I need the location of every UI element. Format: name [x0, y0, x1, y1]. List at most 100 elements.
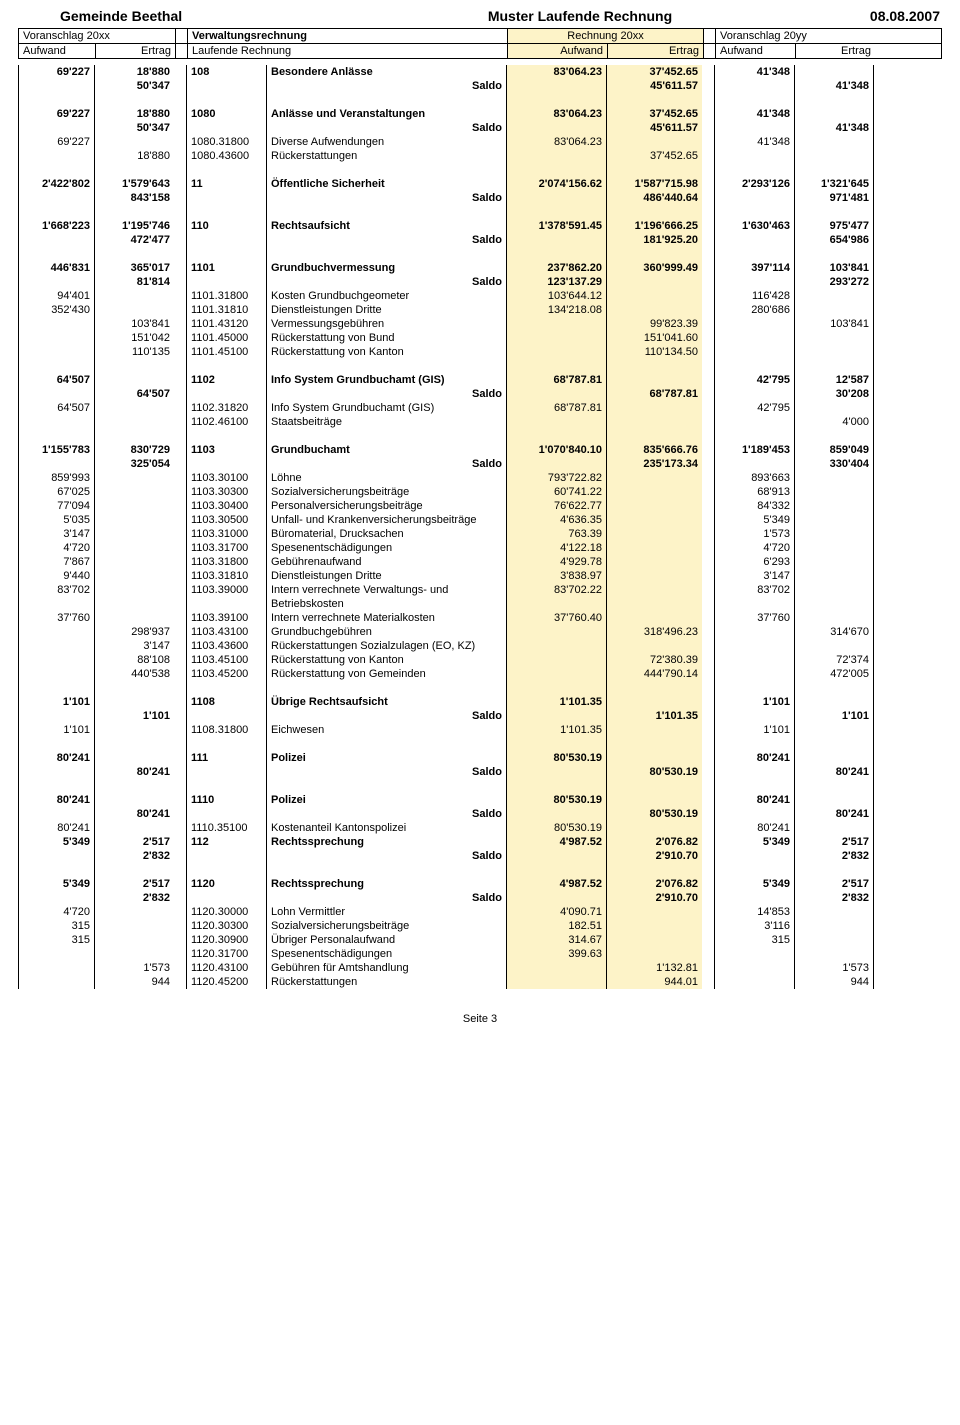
- cell-c1: [18, 709, 94, 723]
- cell-c5: [266, 93, 506, 107]
- table-row: 1'1011108.31800Eichwesen1'101.351'101: [18, 723, 942, 737]
- cell-c3: [174, 975, 186, 989]
- table-row: 69'22718'880108Besondere Anlässe83'064.2…: [18, 65, 942, 79]
- table-row: [18, 779, 942, 793]
- cell-c2: [94, 373, 174, 387]
- cell-c3: [174, 639, 186, 653]
- table-row: 64'507Saldo68'787.8130'208: [18, 387, 942, 401]
- cell-c7: [606, 247, 702, 261]
- cell-c6: [506, 415, 606, 429]
- cell-c1: [18, 961, 94, 975]
- cell-c8: [702, 275, 714, 289]
- cell-c3: [174, 387, 186, 401]
- cell-c2: 81'814: [94, 275, 174, 289]
- cell-c5: Saldo: [266, 79, 506, 93]
- cell-c3: [174, 821, 186, 835]
- cell-c4: 1103.30100: [186, 471, 266, 485]
- cell-c8: [702, 737, 714, 751]
- cell-c3: [174, 317, 186, 331]
- cell-c9: [714, 275, 794, 289]
- cell-c2: 50'347: [94, 79, 174, 93]
- cell-c9: [714, 849, 794, 863]
- cell-c6: [506, 653, 606, 667]
- cell-c6: 80'530.19: [506, 793, 606, 807]
- cell-c7: 1'587'715.98: [606, 177, 702, 191]
- cell-c10: 2'517: [794, 835, 874, 849]
- cell-c2: [94, 527, 174, 541]
- cell-c9: [714, 331, 794, 345]
- cell-c9: [714, 779, 794, 793]
- cell-c5: Kosten Grundbuchgeometer: [266, 289, 506, 303]
- cell-c10: [794, 779, 874, 793]
- cell-c9: 4'720: [714, 541, 794, 555]
- cell-c2: [94, 247, 174, 261]
- table-row: 3151120.30900Übriger Personalaufwand314.…: [18, 933, 942, 947]
- cell-c10: 944: [794, 975, 874, 989]
- cell-c2: [94, 695, 174, 709]
- cell-c4: 1120: [186, 877, 266, 891]
- cell-c1: 7'867: [18, 555, 94, 569]
- cell-c4: [186, 863, 266, 877]
- cell-c8: [702, 107, 714, 121]
- cell-c6: 4'122.18: [506, 541, 606, 555]
- cell-c6: [506, 93, 606, 107]
- cell-c9: [714, 765, 794, 779]
- cell-c5: Grundbuchgebühren: [266, 625, 506, 639]
- cell-c5: Diverse Aufwendungen: [266, 135, 506, 149]
- cell-c7: [606, 401, 702, 415]
- cell-c2: [94, 289, 174, 303]
- cell-c9: 3'147: [714, 569, 794, 583]
- cell-c4: [186, 849, 266, 863]
- cell-c3: [174, 961, 186, 975]
- cell-c7: [606, 737, 702, 751]
- cell-c8: [702, 163, 714, 177]
- cell-c6: [506, 345, 606, 359]
- cell-c1: 1'101: [18, 723, 94, 737]
- cell-c6: [506, 681, 606, 695]
- cell-c2: 440'538: [94, 667, 174, 681]
- cell-c4: [186, 387, 266, 401]
- cell-c5: Rechtssprechung: [266, 835, 506, 849]
- cell-c3: [174, 527, 186, 541]
- cell-c10: [794, 247, 874, 261]
- cell-c3: [174, 65, 186, 79]
- cell-c1: [18, 597, 94, 611]
- cell-c10: 1'321'645: [794, 177, 874, 191]
- page-header: Gemeinde Beethal Muster Laufende Rechnun…: [0, 8, 960, 28]
- cell-c3: [174, 303, 186, 317]
- cell-c5: Polizei: [266, 751, 506, 765]
- table-row: 5'0351103.30500Unfall- und Krankenversic…: [18, 513, 942, 527]
- cell-c2: 18'880: [94, 107, 174, 121]
- cell-c2: [94, 583, 174, 597]
- cell-c6: 68'787.81: [506, 401, 606, 415]
- cell-c1: 4'720: [18, 905, 94, 919]
- cell-c5: Öffentliche Sicherheit: [266, 177, 506, 191]
- cell-c1: 69'227: [18, 135, 94, 149]
- cell-c3: [174, 359, 186, 373]
- cell-c7: 835'666.76: [606, 443, 702, 457]
- cell-c8: [702, 541, 714, 555]
- cell-c7: [606, 639, 702, 653]
- cell-c8: [702, 751, 714, 765]
- cell-c9: 1'101: [714, 723, 794, 737]
- cell-c10: 654'986: [794, 233, 874, 247]
- cell-c9: [714, 457, 794, 471]
- cell-c3: [174, 723, 186, 737]
- cell-c7: 235'173.34: [606, 457, 702, 471]
- cell-c1: [18, 79, 94, 93]
- cell-c9: 280'686: [714, 303, 794, 317]
- cell-c2: [94, 205, 174, 219]
- cell-c10: [794, 611, 874, 625]
- cell-c10: [794, 681, 874, 695]
- cell-c10: [794, 933, 874, 947]
- cell-c2: [94, 303, 174, 317]
- column-header-box: Voranschlag 20xx Verwaltungsrechnung Rec…: [18, 28, 942, 59]
- cell-c3: [174, 163, 186, 177]
- cell-c2: 80'241: [94, 765, 174, 779]
- table-row: 1120.31700Spesenentschädigungen399.63: [18, 947, 942, 961]
- cell-c10: [794, 583, 874, 597]
- cell-c9: [714, 863, 794, 877]
- table-row: 1'101Saldo1'101.351'101: [18, 709, 942, 723]
- table-row: 843'158Saldo486'440.64971'481: [18, 191, 942, 205]
- cell-c9: [714, 807, 794, 821]
